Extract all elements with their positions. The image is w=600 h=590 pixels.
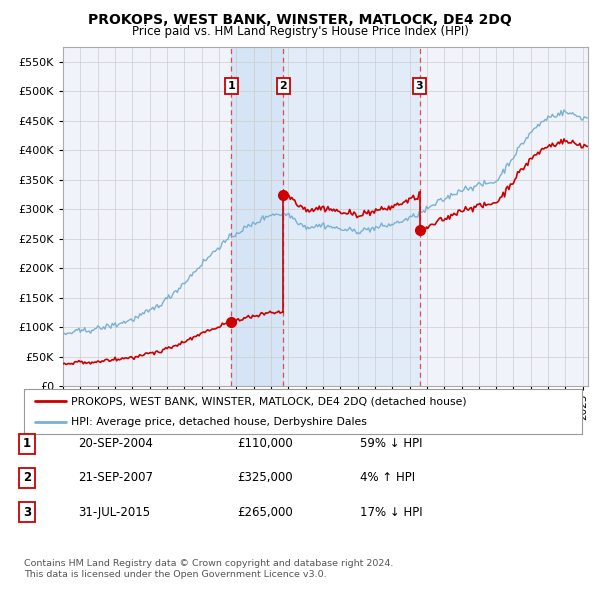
Text: 17% ↓ HPI: 17% ↓ HPI [360, 506, 422, 519]
Text: Price paid vs. HM Land Registry's House Price Index (HPI): Price paid vs. HM Land Registry's House … [131, 25, 469, 38]
Text: PROKOPS, WEST BANK, WINSTER, MATLOCK, DE4 2DQ (detached house): PROKOPS, WEST BANK, WINSTER, MATLOCK, DE… [71, 396, 467, 407]
Text: 31-JUL-2015: 31-JUL-2015 [78, 506, 150, 519]
Text: 21-SEP-2007: 21-SEP-2007 [78, 471, 153, 484]
Text: 1: 1 [227, 81, 235, 91]
Text: Contains HM Land Registry data © Crown copyright and database right 2024.: Contains HM Land Registry data © Crown c… [24, 559, 394, 568]
Text: 3: 3 [23, 506, 31, 519]
Bar [232, 47, 283, 386]
Text: 2: 2 [23, 471, 31, 484]
Text: 2: 2 [280, 81, 287, 91]
Bar [283, 47, 419, 386]
Text: £110,000: £110,000 [237, 437, 293, 450]
Text: 3: 3 [416, 81, 424, 91]
Text: 4% ↑ HPI: 4% ↑ HPI [360, 471, 415, 484]
Text: HPI: Average price, detached house, Derbyshire Dales: HPI: Average price, detached house, Derb… [71, 417, 367, 427]
Text: This data is licensed under the Open Government Licence v3.0.: This data is licensed under the Open Gov… [24, 571, 326, 579]
Text: 1: 1 [23, 437, 31, 450]
Text: PROKOPS, WEST BANK, WINSTER, MATLOCK, DE4 2DQ: PROKOPS, WEST BANK, WINSTER, MATLOCK, DE… [88, 13, 512, 27]
Text: £325,000: £325,000 [237, 471, 293, 484]
Text: 59% ↓ HPI: 59% ↓ HPI [360, 437, 422, 450]
Text: £265,000: £265,000 [237, 506, 293, 519]
Text: 20-SEP-2004: 20-SEP-2004 [78, 437, 153, 450]
